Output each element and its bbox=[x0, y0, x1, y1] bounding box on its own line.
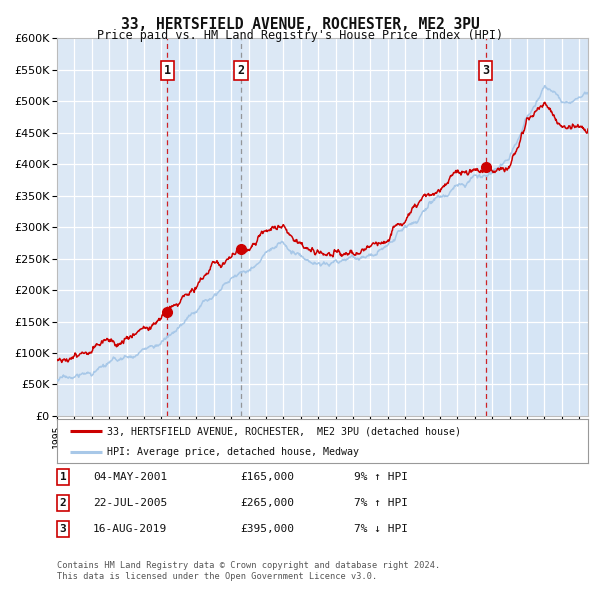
Text: 7% ↑ HPI: 7% ↑ HPI bbox=[354, 498, 408, 507]
Text: Price paid vs. HM Land Registry's House Price Index (HPI): Price paid vs. HM Land Registry's House … bbox=[97, 30, 503, 42]
Text: 2: 2 bbox=[59, 498, 67, 507]
Text: 3: 3 bbox=[482, 64, 489, 77]
Text: 04-MAY-2001: 04-MAY-2001 bbox=[93, 472, 167, 481]
Text: HPI: Average price, detached house, Medway: HPI: Average price, detached house, Medw… bbox=[107, 447, 359, 457]
Text: 33, HERTSFIELD AVENUE, ROCHESTER, ME2 3PU: 33, HERTSFIELD AVENUE, ROCHESTER, ME2 3P… bbox=[121, 17, 479, 31]
Text: 2: 2 bbox=[237, 64, 244, 77]
Text: £165,000: £165,000 bbox=[240, 472, 294, 481]
Bar bbox=[167, 38, 241, 416]
Text: 22-JUL-2005: 22-JUL-2005 bbox=[93, 498, 167, 507]
Text: 33, HERTSFIELD AVENUE, ROCHESTER,  ME2 3PU (detached house): 33, HERTSFIELD AVENUE, ROCHESTER, ME2 3P… bbox=[107, 427, 461, 436]
Text: £265,000: £265,000 bbox=[240, 498, 294, 507]
Text: 9% ↑ HPI: 9% ↑ HPI bbox=[354, 472, 408, 481]
Text: 3: 3 bbox=[59, 524, 67, 533]
Text: This data is licensed under the Open Government Licence v3.0.: This data is licensed under the Open Gov… bbox=[57, 572, 377, 581]
Text: 16-AUG-2019: 16-AUG-2019 bbox=[93, 524, 167, 533]
Bar bbox=[485, 38, 588, 416]
Text: 1: 1 bbox=[164, 64, 171, 77]
Text: 7% ↓ HPI: 7% ↓ HPI bbox=[354, 524, 408, 533]
Text: Contains HM Land Registry data © Crown copyright and database right 2024.: Contains HM Land Registry data © Crown c… bbox=[57, 561, 440, 570]
Text: 1: 1 bbox=[59, 472, 67, 481]
Text: £395,000: £395,000 bbox=[240, 524, 294, 533]
